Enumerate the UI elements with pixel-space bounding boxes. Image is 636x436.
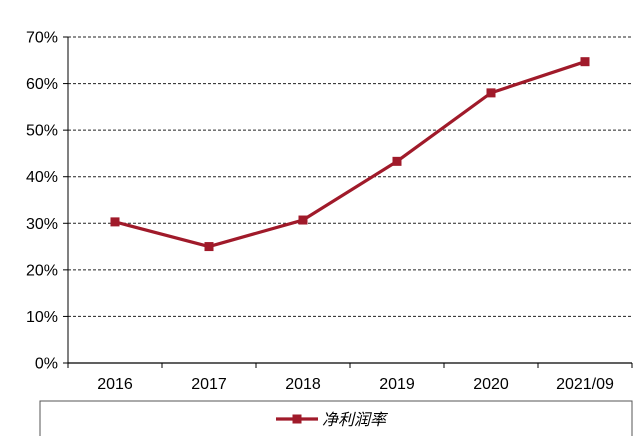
y-tick-label: 30% (26, 216, 58, 233)
x-tick-label: 2019 (379, 376, 415, 393)
y-axis: 0% 10% 20% 30% 40% 50% 60% 70% (26, 30, 69, 373)
y-tick-label: 40% (26, 169, 58, 186)
y-tick-label: 50% (26, 123, 58, 140)
data-point-2019 (392, 156, 402, 166)
legend: 净利润率 (39, 400, 633, 436)
y-tick-label: 10% (26, 309, 58, 326)
legend-swatch-marker (292, 414, 302, 424)
legend-label: 净利润率 (322, 410, 389, 429)
series-line (114, 60, 586, 249)
data-point-2020 (486, 88, 496, 98)
y-tick-label: 20% (26, 262, 58, 279)
legend-box (39, 400, 633, 436)
gridlines (68, 36, 632, 317)
series-layer (110, 57, 590, 252)
x-tick-label: 2018 (285, 376, 321, 393)
y-tick-label: 60% (26, 76, 58, 93)
x-tick-label: 2016 (97, 376, 133, 393)
data-point-2021-09 (580, 57, 590, 67)
y-tick-label: 70% (26, 30, 58, 47)
x-tick-label: 2017 (191, 376, 227, 393)
x-axis: 2016 2017 2018 2019 2020 2021/09 (67, 362, 633, 393)
y-tick-label: 0% (35, 356, 58, 373)
data-point-2016 (110, 217, 120, 227)
data-point-2017 (204, 242, 214, 252)
x-tick-label: 2020 (473, 376, 509, 393)
x-tick-label: 2021/09 (556, 376, 614, 393)
data-point-2018 (298, 215, 308, 225)
